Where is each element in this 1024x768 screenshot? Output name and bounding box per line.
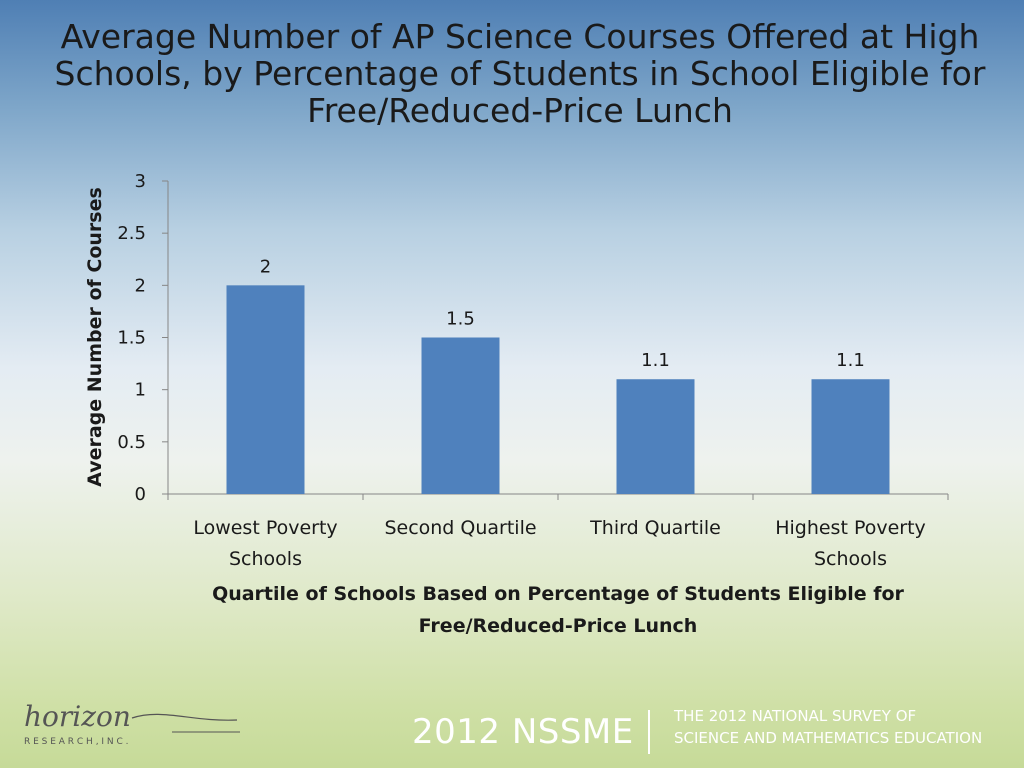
chart-title: Average Number of AP Science Courses Off… (40, 18, 1000, 129)
bar (226, 285, 305, 494)
survey-line: SCIENCE AND MATHEMATICS EDUCATION (674, 729, 983, 747)
x-axis-title: Free/Reduced-Price Lunch (419, 615, 698, 637)
x-tick-label: Lowest Poverty (193, 517, 337, 539)
survey-line: THE 2012 NATIONAL SURVEY OF (674, 707, 917, 725)
x-tick-label: Second Quartile (384, 517, 536, 539)
data-label: 1.1 (641, 350, 670, 371)
y-tick-label: 0 (135, 484, 146, 505)
title-line: Schools, by Percentage of Students in Sc… (54, 54, 986, 93)
footer-divider (648, 710, 650, 754)
x-tick-label: Highest Poverty (775, 517, 926, 539)
logo-wordmark: horizon (24, 700, 131, 733)
y-tick-label: 1.5 (117, 328, 146, 349)
y-tick-label: 2 (135, 275, 146, 296)
x-tick-label: Third Quartile (589, 517, 721, 539)
x-axis-title: Quartile of Schools Based on Percentage … (212, 583, 904, 605)
data-label: 1.5 (446, 309, 475, 330)
bar (811, 379, 890, 494)
event-title: 2012 NSSME (412, 712, 634, 752)
x-tick-label: Schools (814, 548, 887, 570)
title-line: Free/Reduced-Price Lunch (307, 91, 733, 130)
y-tick-label: 0.5 (117, 432, 146, 453)
y-tick-label: 2.5 (117, 223, 146, 244)
bar (616, 379, 695, 494)
y-axis-title: Average Number of Courses (84, 187, 106, 487)
bar-chart: 0 0.5 1 1.5 2 2.5 3 2 Lowest Poverty Schools 1.5 Se… (84, 171, 949, 637)
y-tick-label: 3 (135, 171, 146, 192)
data-label: 2 (260, 256, 271, 277)
title-line: Average Number of AP Science Courses Off… (60, 17, 980, 56)
survey-name: THE 2012 NATIONAL SURVEY OF SCIENCE AND … (674, 705, 982, 749)
y-tick-label: 1 (135, 380, 146, 401)
x-tick-label: Schools (229, 548, 302, 570)
horizon-research-logo: horizon R E S E A R C H , I N C . (22, 700, 252, 750)
logo-subtext: R E S E A R C H , I N C . (24, 737, 129, 747)
bar (421, 337, 500, 494)
data-label: 1.1 (836, 350, 865, 371)
